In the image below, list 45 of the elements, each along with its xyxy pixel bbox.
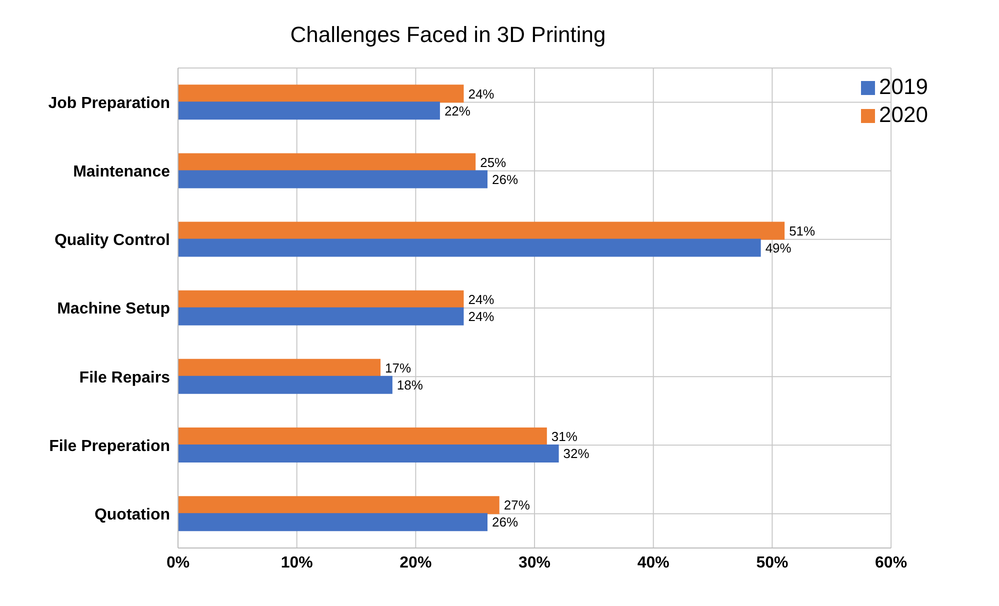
data-label: 24% <box>468 292 495 307</box>
data-label: 25% <box>480 154 507 170</box>
bar <box>178 428 547 446</box>
data-label: 22% <box>444 103 471 118</box>
data-label: 31% <box>551 429 578 444</box>
legend-label: 2020 <box>879 102 928 127</box>
x-tick-label: 50% <box>756 554 788 572</box>
y-tick-label: Job Preparation <box>48 94 170 112</box>
bar <box>178 307 464 326</box>
y-tick-label: Maintenance <box>73 164 170 181</box>
data-label: 32% <box>563 446 590 462</box>
bar <box>178 376 392 394</box>
y-tick-label: Machine Setup <box>57 300 170 318</box>
bar <box>178 513 488 532</box>
data-label: 17% <box>385 360 412 376</box>
y-tick-label: File Repairs <box>79 369 170 386</box>
data-label: 27% <box>504 498 530 513</box>
bar <box>178 358 381 377</box>
bar <box>178 170 488 188</box>
data-label: 26% <box>492 514 518 530</box>
legend-label: 2019 <box>879 74 928 99</box>
x-tick-label: 10% <box>280 554 313 572</box>
bar <box>178 238 761 257</box>
bar <box>178 496 500 514</box>
bar <box>178 444 559 462</box>
data-label: 26% <box>492 172 518 187</box>
x-tick-label: 0% <box>166 554 190 572</box>
bar <box>178 290 464 308</box>
x-tick-label: 40% <box>637 554 670 572</box>
bar <box>178 222 785 240</box>
data-label: 49% <box>765 240 792 256</box>
data-label: 24% <box>468 308 495 324</box>
x-tick-label: 60% <box>875 554 908 572</box>
x-tick-label: 20% <box>400 554 432 572</box>
data-label: 24% <box>468 86 495 102</box>
y-tick-label: File Preperation <box>49 438 170 455</box>
data-label: 51% <box>789 223 816 238</box>
bar <box>178 153 476 172</box>
bar <box>178 102 440 120</box>
x-tick-label: 30% <box>518 554 551 572</box>
data-label: 18% <box>396 378 424 393</box>
chart-title: Challenges Faced in 3D Printing <box>290 22 606 47</box>
y-tick-label: Quotation <box>94 506 170 524</box>
y-tick-label: Quality Control <box>54 232 170 250</box>
bar <box>178 84 464 103</box>
